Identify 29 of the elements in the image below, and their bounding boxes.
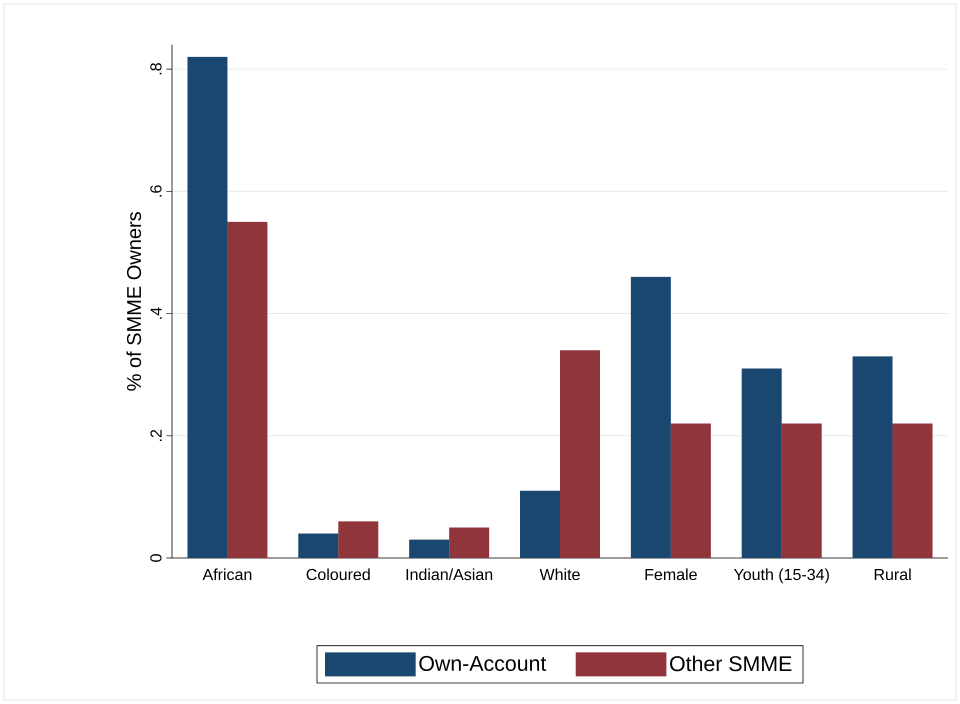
bar	[409, 540, 450, 558]
y-axis-title: % of SMME Owners	[126, 212, 142, 391]
bar	[670, 424, 711, 558]
x-tick-label: Indian/Asian	[406, 568, 492, 580]
bar	[449, 527, 490, 558]
y-tick-label: 0	[150, 554, 162, 562]
x-tick-label: White	[540, 568, 580, 580]
y-tick-label: .6	[150, 185, 162, 197]
y-tick-label: .2	[150, 430, 162, 441]
bar	[520, 490, 560, 558]
bar	[782, 424, 822, 558]
bar	[338, 521, 378, 558]
bar	[560, 350, 600, 558]
legend-label: Other SMME	[670, 656, 792, 672]
bar	[852, 356, 893, 558]
legend-label: Own-Account	[419, 656, 546, 671]
bar	[892, 424, 933, 558]
x-tick-label: Youth (15-34)	[734, 568, 829, 584]
bar	[298, 534, 338, 558]
bar	[227, 222, 268, 558]
bar	[742, 368, 782, 558]
x-tick-label: Female	[646, 568, 697, 580]
y-tick-label: .8	[150, 63, 162, 74]
bar	[630, 276, 671, 558]
x-tick-label: Rural	[874, 568, 911, 580]
x-tick-label: African	[202, 568, 252, 580]
y-tick-label: .4	[150, 307, 162, 319]
bar	[187, 56, 228, 558]
x-tick-label: Coloured	[306, 568, 370, 580]
